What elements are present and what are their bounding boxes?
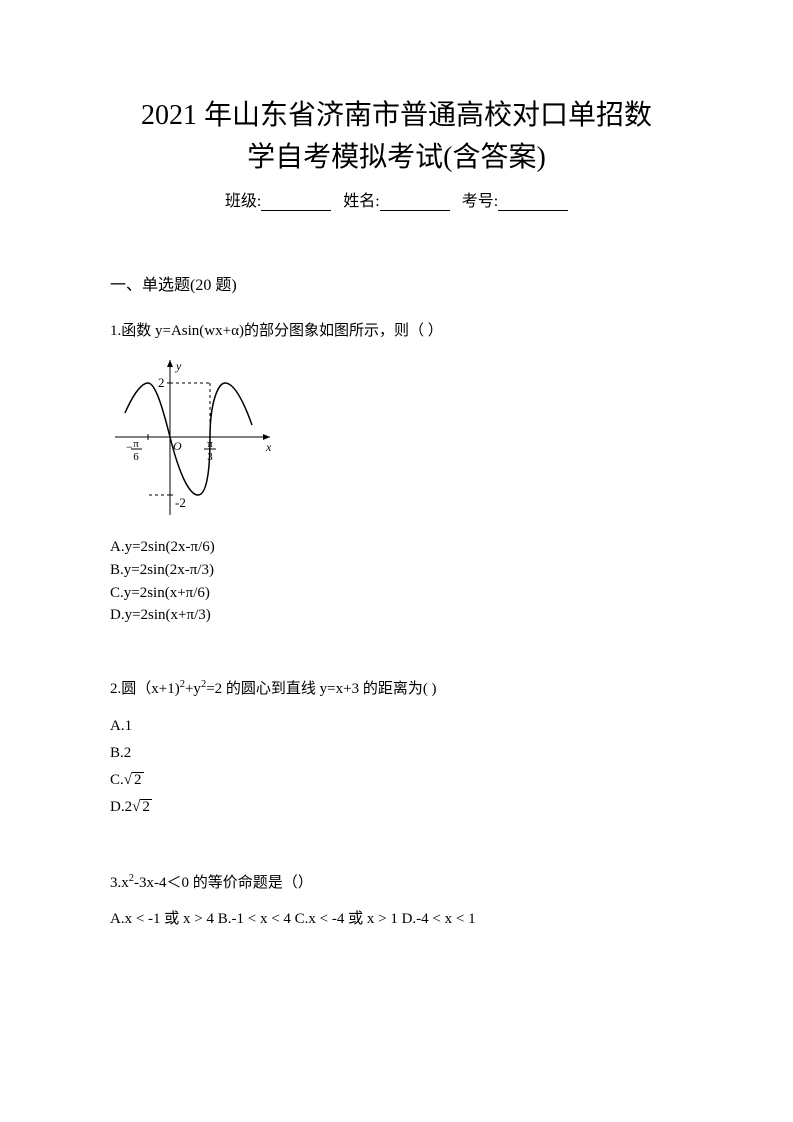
q2-opt-a: A.1 [110, 713, 683, 740]
svg-text:π: π [133, 438, 139, 450]
svg-text:3: 3 [207, 451, 213, 463]
q1-graph: 2-2Oxy−π6π3 [110, 355, 683, 525]
svg-text:2: 2 [158, 375, 165, 390]
svg-text:O: O [173, 439, 182, 453]
q1-opt-a: A.y=2sin(2x-π/6) [110, 537, 683, 559]
section-heading: 一、单选题(20 题) [110, 271, 683, 295]
svg-text:-2: -2 [175, 495, 186, 510]
svg-text:6: 6 [133, 451, 139, 463]
header-fields: 班级: 姓名: 考号: [110, 187, 683, 211]
q2-opt-b: B.2 [110, 740, 683, 767]
q1-opt-b: B.y=2sin(2x-π/3) [110, 560, 683, 582]
title-line2: 学自考模拟考试(含答案) [247, 142, 546, 173]
q3-options: A.x < -1 或 x > 4 B.-1 < x < 4 C.x < -4 或… [110, 907, 683, 931]
id-label: 考号: [462, 193, 498, 210]
q2-text-after: =2 的圆心到直线 y=x+3 的距离为( ) [206, 681, 436, 697]
q1-text: 1.函数 y=Asin(wx+α)的部分图象如图所示，则（ ） [110, 319, 683, 343]
q2-text-before: 2.圆（x+1) [110, 681, 180, 697]
class-label: 班级: [225, 193, 261, 210]
question-1: 1.函数 y=Asin(wx+α)的部分图象如图所示，则（ ） 2-2Oxy−π… [110, 319, 683, 627]
question-3: 3.x2-3x-4＜0 的等价命题是（） A.x < -1 或 x > 4 B.… [110, 871, 683, 931]
q2-text-mid: +y [185, 681, 201, 697]
svg-text:−: − [126, 440, 133, 454]
name-blank [380, 195, 450, 211]
svg-text:π: π [207, 438, 213, 450]
q2-text: 2.圆（x+1)2+y2=2 的圆心到直线 y=x+3 的距离为( ) [110, 677, 683, 701]
id-blank [498, 195, 568, 211]
svg-text:y: y [175, 359, 182, 373]
q2-opt-d: D.2√2 [110, 794, 683, 821]
q2-opt-c: C.√2 [110, 767, 683, 794]
q3-text-before: 3.x [110, 875, 129, 891]
name-label: 姓名: [343, 193, 379, 210]
q2-optd-coef: 2 [125, 799, 133, 815]
svg-text:x: x [265, 440, 272, 454]
q1-opt-d: D.y=2sin(x+π/3) [110, 605, 683, 627]
q1-opt-c: C.y=2sin(x+π/6) [110, 583, 683, 605]
q2-optc-prefix: C. [110, 772, 124, 788]
class-blank [261, 195, 331, 211]
q2-optc-val: 2 [132, 772, 144, 788]
q2-optd-prefix: D. [110, 799, 125, 815]
q3-text: 3.x2-3x-4＜0 的等价命题是（） [110, 871, 683, 895]
question-2: 2.圆（x+1)2+y2=2 的圆心到直线 y=x+3 的距离为( ) A.1 … [110, 677, 683, 821]
q2-optd-val: 2 [140, 799, 152, 815]
title-line1: 2021 年山东省济南市普通高校对口单招数 [141, 100, 652, 131]
q3-text-after: -3x-4＜0 的等价命题是（） [134, 875, 313, 891]
